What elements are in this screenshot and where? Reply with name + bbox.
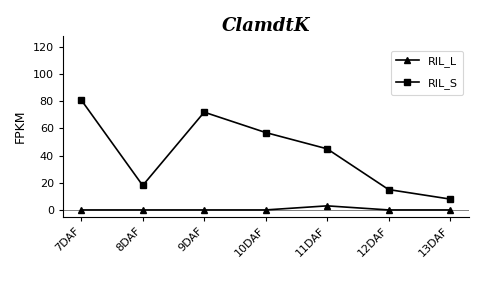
- Y-axis label: FPKM: FPKM: [14, 110, 27, 143]
- Line: RIL_L: RIL_L: [78, 202, 454, 213]
- RIL_L: [447, 208, 453, 212]
- RIL_S: [447, 197, 453, 201]
- RIL_L: [140, 208, 145, 212]
- RIL_S: [201, 110, 207, 114]
- RIL_S: [263, 131, 269, 134]
- RIL_S: [386, 188, 392, 191]
- Legend: RIL_L, RIL_S: RIL_L, RIL_S: [391, 51, 463, 95]
- Title: ClamdtK: ClamdtK: [221, 17, 310, 35]
- RIL_S: [140, 184, 145, 187]
- RIL_L: [324, 204, 330, 208]
- Line: RIL_S: RIL_S: [78, 96, 454, 203]
- RIL_L: [78, 208, 84, 212]
- RIL_L: [263, 208, 269, 212]
- RIL_L: [386, 208, 392, 212]
- RIL_S: [324, 147, 330, 150]
- RIL_L: [201, 208, 207, 212]
- RIL_S: [78, 98, 84, 102]
